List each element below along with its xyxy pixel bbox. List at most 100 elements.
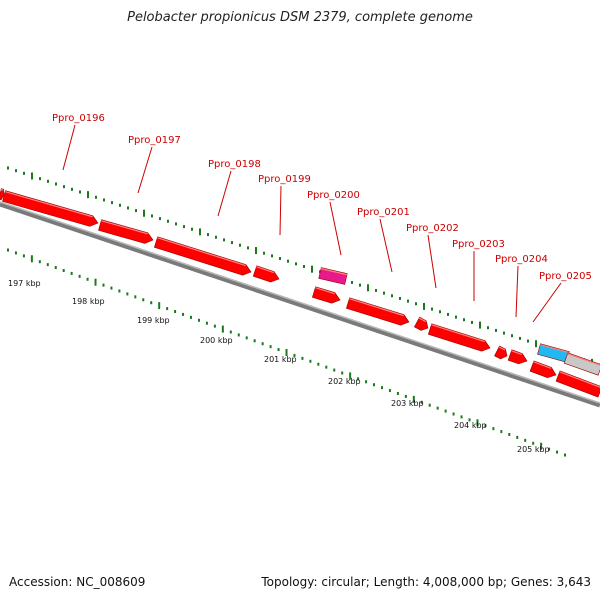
minor-tick (215, 235, 217, 239)
minor-tick (399, 296, 401, 300)
major-tick (221, 325, 224, 333)
gene-arrow[interactable] (427, 323, 491, 353)
gene-arrow[interactable] (507, 349, 529, 366)
minor-tick (519, 336, 521, 340)
gene-label[interactable]: Ppro_0199 (258, 174, 311, 185)
gene-label[interactable]: Ppro_0201 (357, 207, 410, 218)
gene-arrow[interactable] (529, 360, 558, 380)
major-tick (255, 247, 257, 255)
gene-label[interactable]: Ppro_0200 (307, 190, 360, 201)
minor-tick (279, 257, 281, 261)
gene-arrow[interactable] (252, 265, 280, 284)
gene-arrow[interactable] (312, 286, 341, 306)
minor-tick (118, 289, 121, 293)
minor-tick (197, 318, 200, 322)
minor-tick (325, 365, 328, 369)
minor-tick (404, 394, 407, 398)
minor-tick (135, 209, 137, 213)
minor-tick (46, 263, 49, 267)
minor-tick (436, 406, 439, 410)
minor-tick (62, 269, 65, 272)
minor-tick (532, 441, 535, 445)
minor-tick (55, 182, 57, 186)
minor-tick (71, 187, 73, 191)
major-tick (367, 284, 369, 292)
minor-tick (261, 342, 264, 346)
minor-tick (78, 274, 81, 278)
major-tick (31, 172, 33, 180)
major-tick (158, 302, 161, 310)
major-tick (285, 349, 288, 356)
minor-tick (237, 333, 240, 337)
minor-tick (79, 190, 81, 194)
kbp-label: 204 kbp (454, 421, 487, 430)
gene-label-group: Ppro_0196 Ppro_0197 Ppro_0198 Ppro_0199 Ppro… (52, 113, 592, 282)
minor-tick (126, 292, 129, 296)
minor-tick (103, 198, 105, 202)
minor-tick (150, 301, 153, 305)
accession-label: Accession: NC_008609 (9, 575, 146, 589)
minor-tick (175, 222, 177, 226)
leader-line (279, 185, 282, 236)
gene-arrow[interactable] (2, 190, 99, 229)
minor-tick (359, 283, 361, 287)
gene-label[interactable]: Ppro_0203 (452, 239, 505, 250)
major-tick (412, 395, 415, 403)
minor-tick (39, 177, 41, 181)
minor-tick (439, 310, 441, 314)
major-tick (540, 442, 543, 450)
minor-tick (484, 424, 487, 428)
kbp-label: 198 kbp (72, 297, 105, 306)
minor-tick (134, 295, 137, 299)
leader-line (379, 218, 393, 273)
leader-line (62, 124, 76, 171)
minor-tick (159, 217, 161, 221)
minor-tick (365, 380, 368, 384)
major-tick (199, 228, 201, 236)
minor-tick (38, 260, 41, 264)
gene-arrow[interactable] (153, 236, 252, 277)
label-leader-lines (62, 124, 562, 323)
minor-tick (239, 243, 241, 247)
minor-tick (205, 321, 208, 325)
minor-tick (447, 312, 449, 316)
minor-tick (127, 206, 129, 210)
gene-arrow[interactable] (555, 370, 600, 398)
minor-tick (247, 246, 249, 250)
gene-label[interactable]: Ppro_0205 (539, 271, 592, 282)
gene-arrow[interactable] (345, 297, 410, 328)
minor-tick (174, 310, 177, 313)
gene-arrow[interactable] (0, 188, 5, 201)
selected-feature[interactable] (537, 343, 570, 363)
minor-tick (373, 383, 376, 387)
backbone-highlight (0, 201, 600, 404)
minor-tick (277, 348, 280, 352)
gene-label[interactable]: Ppro_0202 (406, 223, 459, 234)
kbp-label: 201 kbp (264, 355, 297, 364)
minor-tick (7, 166, 9, 170)
gene-label[interactable]: Ppro_0204 (495, 254, 548, 265)
kbp-label: 199 kbp (137, 316, 170, 325)
minor-tick (245, 336, 248, 340)
minor-tick (295, 262, 297, 266)
minor-tick (166, 307, 169, 311)
minor-tick (548, 447, 551, 451)
major-tick (30, 255, 33, 263)
minor-tick (7, 248, 9, 252)
minor-tick (14, 251, 17, 255)
gene-label[interactable]: Ppro_0197 (128, 135, 181, 146)
minor-tick (317, 362, 320, 366)
minor-tick (102, 283, 105, 287)
gene-label[interactable]: Ppro_0196 (52, 113, 105, 124)
genome-summary: Topology: circular; Length: 4,008,000 bp… (261, 575, 591, 589)
minor-tick (70, 271, 73, 275)
gene-label[interactable]: Ppro_0198 (208, 159, 261, 170)
minor-tick (391, 294, 393, 298)
minor-tick (253, 339, 256, 343)
minor-tick (431, 307, 433, 311)
partial-feature[interactable] (563, 352, 600, 376)
rna-feature[interactable] (318, 267, 348, 285)
major-tick (311, 265, 313, 273)
gene-arrow[interactable] (98, 219, 155, 246)
